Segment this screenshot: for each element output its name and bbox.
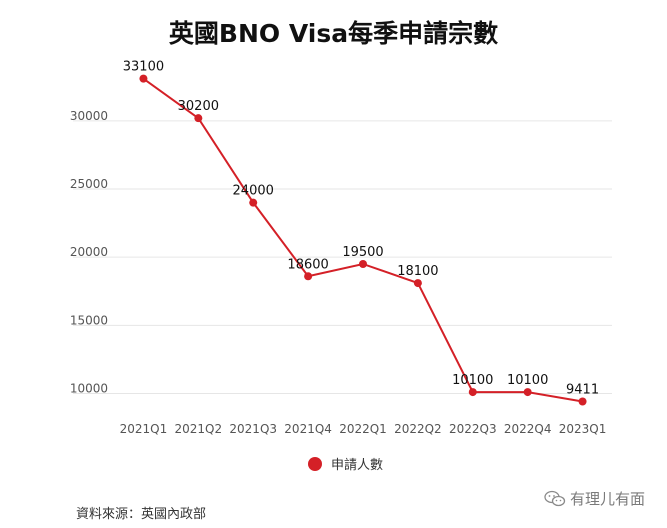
data-label: 30200 bbox=[178, 99, 219, 114]
data-label: 18600 bbox=[287, 257, 328, 272]
x-tick-label: 2023Q1 bbox=[559, 422, 607, 436]
data-label: 19500 bbox=[342, 245, 383, 260]
data-point bbox=[249, 198, 258, 207]
data-label: 9411 bbox=[566, 382, 599, 397]
x-tick-label: 2022Q2 bbox=[394, 422, 442, 436]
data-point bbox=[139, 74, 148, 83]
data-point bbox=[304, 272, 313, 281]
x-tick-label: 2021Q1 bbox=[120, 422, 168, 436]
x-tick-label: 2022Q1 bbox=[339, 422, 387, 436]
y-tick-label: 10000 bbox=[70, 381, 108, 395]
y-tick-label: 30000 bbox=[70, 109, 108, 123]
chart-title: 英國BNO Visa每季申請宗數 bbox=[168, 19, 499, 48]
wechat-icon bbox=[544, 490, 566, 506]
data-label: 33100 bbox=[123, 60, 164, 75]
watermark-text: 有理儿有面 bbox=[569, 490, 645, 508]
data-point bbox=[194, 114, 203, 123]
watermark: 有理儿有面 bbox=[544, 488, 645, 509]
data-point bbox=[413, 279, 422, 288]
data-point bbox=[523, 388, 532, 397]
data-label: 18100 bbox=[397, 264, 438, 279]
series-line bbox=[142, 77, 583, 403]
y-tick-label: 15000 bbox=[70, 313, 108, 327]
x-tick-label: 2022Q4 bbox=[504, 422, 552, 436]
x-tick-label: 2021Q3 bbox=[229, 422, 277, 436]
data-label: 10100 bbox=[452, 373, 493, 388]
x-tick-label: 2022Q3 bbox=[449, 422, 497, 436]
data-point bbox=[359, 259, 367, 268]
y-tick-label: 20000 bbox=[70, 245, 108, 259]
legend-label: 申請人數 bbox=[331, 458, 383, 473]
data-point bbox=[578, 397, 587, 406]
data-point bbox=[468, 388, 477, 397]
data-label: 10100 bbox=[507, 373, 548, 388]
legend-marker bbox=[308, 457, 322, 471]
x-tick-label: 2021Q4 bbox=[284, 422, 332, 436]
source-note: 資料來源：英國內政部 bbox=[76, 507, 207, 522]
y-tick-label: 25000 bbox=[70, 177, 108, 191]
x-tick-label: 2021Q2 bbox=[175, 422, 223, 436]
data-label: 24000 bbox=[233, 184, 274, 199]
